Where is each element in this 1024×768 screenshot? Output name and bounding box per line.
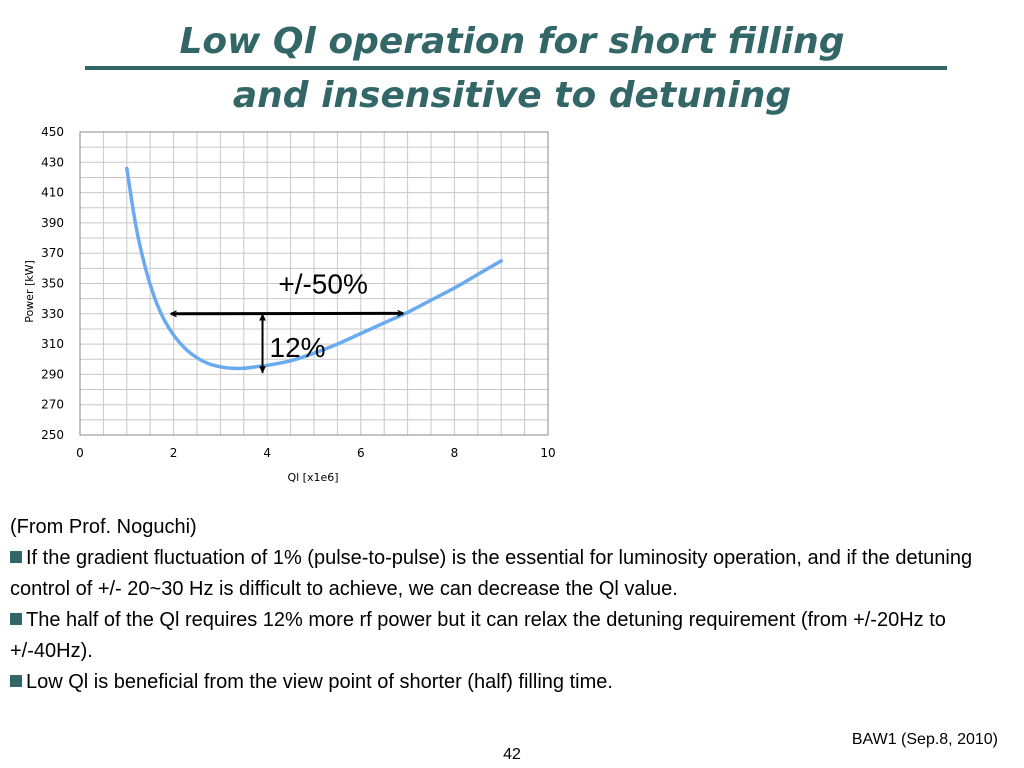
slide-title-line-2: and insensitive to detuning xyxy=(232,75,792,116)
y-tick-label: 410 xyxy=(41,186,64,200)
annotation-power-percent: 12% xyxy=(270,332,326,363)
x-tick-label: 2 xyxy=(170,446,178,460)
y-axis-label: Power [kW] xyxy=(23,260,36,323)
footer-event-label: BAW1 (Sep.8, 2010) xyxy=(851,731,998,748)
x-tick-label: 10 xyxy=(540,446,555,460)
title-underline xyxy=(85,66,947,70)
slide-body: (From Prof. Noguchi) If the gradient flu… xyxy=(10,512,1022,698)
x-tick-label: 6 xyxy=(357,446,365,460)
y-tick-label: 270 xyxy=(41,398,64,412)
y-tick-label: 390 xyxy=(41,216,64,230)
x-tick-label: 4 xyxy=(263,446,271,460)
slide-title-line-1: Low Ql operation for short filling xyxy=(179,21,845,62)
page-number: 42 xyxy=(503,746,521,763)
power-vs-ql-chart: 0 2 4 6 8 10 250 270 290 310 330 350 370 390 410 430 450… xyxy=(23,125,556,484)
y-tick-label: 330 xyxy=(41,307,64,321)
y-tick-label: 310 xyxy=(41,337,64,351)
bullet-item: The half of the Ql requires 12% more rf … xyxy=(10,605,1022,667)
bullet-text: The half of the Ql requires 12% more rf … xyxy=(10,609,946,662)
y-tick-label: 290 xyxy=(41,367,64,381)
power-curve-line xyxy=(125,166,503,371)
y-tick-label: 250 xyxy=(41,428,64,442)
bullet-item: If the gradient fluctuation of 1% (pulse… xyxy=(10,543,1022,605)
square-bullet-icon xyxy=(10,675,22,687)
annotation-detuning-percent: +/-50% xyxy=(278,269,368,300)
bullet-text: If the gradient fluctuation of 1% (pulse… xyxy=(10,547,973,600)
plot-area-frame xyxy=(79,131,549,436)
x-axis-label: Ql [x1e6] xyxy=(287,471,338,484)
y-tick-label: 430 xyxy=(41,155,64,169)
y-tick-label: 450 xyxy=(41,125,64,139)
bullet-text: Low Ql is beneficial from the view point… xyxy=(26,671,613,693)
y-tick-label: 350 xyxy=(41,277,64,291)
source-note: (From Prof. Noguchi) xyxy=(10,516,197,538)
x-tick-label: 0 xyxy=(76,446,84,460)
x-tick-label: 8 xyxy=(451,446,459,460)
bullet-item: Low Ql is beneficial from the view point… xyxy=(10,667,1022,698)
y-tick-label: 370 xyxy=(41,246,64,260)
square-bullet-icon xyxy=(10,613,22,625)
square-bullet-icon xyxy=(10,551,22,563)
